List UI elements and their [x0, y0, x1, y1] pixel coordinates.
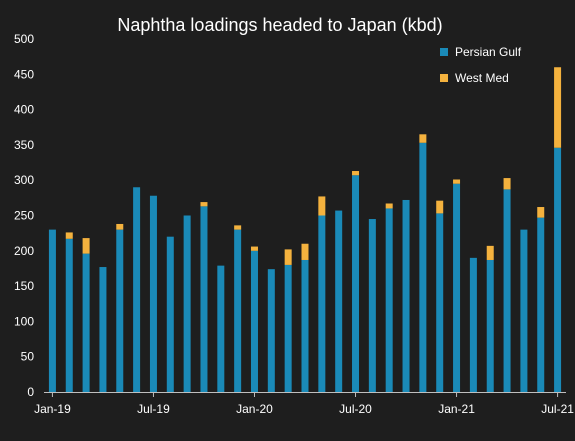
- legend: Persian Gulf West Med: [440, 45, 522, 85]
- y-tick-label: 300: [14, 173, 34, 187]
- bar-persian-gulf: [486, 259, 494, 392]
- bar-persian-gulf: [284, 264, 292, 392]
- bar-persian-gulf: [301, 259, 309, 392]
- bar-west-med: [301, 243, 309, 260]
- bar-west-med: [503, 178, 511, 190]
- bar-persian-gulf: [48, 229, 56, 392]
- x-tick-label: Jan-20: [236, 402, 273, 416]
- legend-swatch-west-med: [440, 74, 448, 82]
- bar-west-med: [554, 67, 562, 148]
- legend-swatch-persian-gulf: [440, 48, 448, 56]
- bar-persian-gulf: [200, 206, 208, 392]
- bar-west-med: [65, 232, 73, 239]
- bar-west-med: [436, 200, 444, 214]
- x-tick-label: Jan-19: [34, 402, 71, 416]
- bar-persian-gulf: [554, 147, 562, 392]
- legend-label-persian-gulf: Persian Gulf: [455, 45, 522, 59]
- x-axis: Jan-19 Jul-19 Jan-20 Jul-20 Jan-21 Jul-21: [34, 392, 574, 416]
- x-tick-label: Jul-19: [137, 402, 170, 416]
- bar-persian-gulf: [133, 187, 141, 392]
- y-axis: 0 50 100 150 200 250 300 350 400 450 500: [14, 32, 34, 399]
- bar-persian-gulf: [537, 217, 545, 392]
- bar-persian-gulf: [385, 208, 393, 392]
- bar-west-med: [486, 245, 494, 260]
- bar-west-med: [116, 223, 124, 230]
- bar-west-med: [352, 171, 360, 176]
- x-tick-label: Jul-21: [541, 402, 574, 416]
- bar-persian-gulf: [65, 238, 73, 392]
- bar-west-med: [284, 249, 292, 265]
- bar-west-med: [419, 134, 427, 143]
- y-tick-label: 350: [14, 138, 34, 152]
- bar-persian-gulf: [520, 229, 528, 392]
- bar-persian-gulf: [250, 250, 258, 392]
- bar-persian-gulf: [352, 175, 360, 392]
- y-tick-label: 100: [14, 314, 34, 328]
- bar-persian-gulf: [318, 215, 326, 392]
- bar-west-med: [537, 207, 545, 218]
- y-tick-label: 250: [14, 209, 34, 223]
- legend-label-west-med: West Med: [455, 71, 509, 85]
- bar-persian-gulf: [436, 213, 444, 392]
- y-tick-label: 400: [14, 103, 34, 117]
- bars: [48, 67, 562, 392]
- y-tick-label: 50: [21, 350, 35, 364]
- bar-persian-gulf: [234, 229, 242, 392]
- y-tick-label: 150: [14, 279, 34, 293]
- bar-west-med: [234, 225, 242, 230]
- bar-persian-gulf: [166, 236, 174, 392]
- bar-persian-gulf: [419, 142, 427, 392]
- chart-title: Naphtha loadings headed to Japan (kbd): [117, 15, 442, 35]
- bar-west-med: [453, 179, 461, 184]
- bar-west-med: [82, 238, 90, 254]
- bar-persian-gulf: [99, 267, 107, 392]
- y-tick-label: 0: [27, 385, 34, 399]
- bar-west-med: [200, 202, 208, 207]
- bar-persian-gulf: [469, 257, 477, 392]
- bar-persian-gulf: [267, 269, 275, 392]
- bar-west-med: [250, 246, 258, 251]
- bar-persian-gulf: [183, 215, 191, 392]
- y-tick-label: 450: [14, 67, 34, 81]
- bar-persian-gulf: [368, 219, 376, 392]
- bar-persian-gulf: [453, 183, 461, 392]
- x-tick-label: Jul-20: [339, 402, 372, 416]
- y-tick-label: 500: [14, 32, 34, 46]
- bar-persian-gulf: [82, 253, 90, 392]
- bar-west-med: [318, 196, 326, 216]
- bar-persian-gulf: [217, 265, 225, 392]
- bar-west-med: [385, 203, 393, 209]
- bar-persian-gulf: [335, 210, 343, 392]
- bar-persian-gulf: [402, 199, 410, 392]
- bar-persian-gulf: [503, 189, 511, 392]
- x-tick-label: Jan-21: [438, 402, 475, 416]
- bar-persian-gulf: [116, 229, 124, 392]
- bar-persian-gulf: [149, 195, 157, 392]
- y-tick-label: 200: [14, 244, 34, 258]
